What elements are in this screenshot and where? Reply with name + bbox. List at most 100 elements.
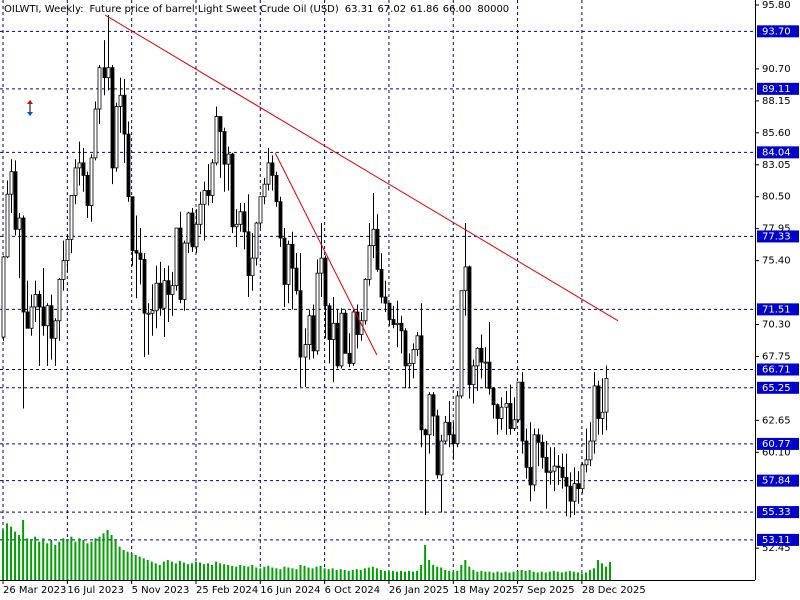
candle-body	[576, 483, 581, 490]
volume-bar	[174, 563, 177, 580]
signal-icons	[27, 100, 33, 116]
level-box	[757, 303, 799, 316]
level-label: 55.33	[762, 507, 791, 518]
volume-bar	[609, 562, 612, 580]
volume-bar	[194, 561, 197, 580]
candle-body	[146, 312, 151, 315]
candle-body	[286, 243, 291, 285]
candle-body	[548, 470, 553, 473]
candle-body	[110, 67, 115, 169]
volume-bar	[444, 570, 447, 580]
candle-body	[339, 312, 344, 367]
volume-bar	[592, 568, 595, 580]
level-box	[757, 437, 799, 450]
volume-bar	[448, 570, 451, 580]
candle-body	[37, 294, 42, 308]
candle-body	[238, 211, 243, 225]
volume-bar	[355, 569, 358, 580]
candle-body	[45, 305, 50, 327]
level-label: 71.51	[762, 304, 791, 315]
candle-body	[190, 212, 195, 248]
volume-bar	[182, 562, 185, 580]
volume-bar	[70, 536, 73, 580]
candle-body	[335, 322, 340, 367]
volume-bar	[219, 563, 222, 580]
y-tick-label: 62.65	[762, 415, 791, 426]
volume-bar	[207, 563, 210, 580]
volume-bar	[50, 540, 53, 580]
volume-layer	[2, 520, 612, 580]
candle-body	[65, 238, 70, 262]
candle-body	[371, 228, 376, 246]
candle-body	[102, 67, 107, 79]
volume-bar	[74, 541, 77, 580]
candle-body	[57, 279, 62, 322]
candle-body	[411, 349, 416, 364]
candle-body	[327, 305, 332, 340]
candle-body	[77, 162, 82, 169]
y-tick-label: 52.45	[762, 543, 791, 554]
volume-bar	[399, 570, 402, 580]
candle-body	[222, 131, 227, 165]
close-value: 66.00	[443, 4, 472, 15]
volume-bar	[110, 535, 113, 580]
volume-bar	[335, 570, 338, 580]
candle-body	[5, 193, 10, 258]
volume-bar	[472, 570, 475, 580]
level-label: 60.77	[762, 439, 791, 450]
candle-body	[580, 464, 585, 490]
volume-bar	[395, 571, 398, 580]
candle-body	[491, 388, 496, 406]
candle-body	[600, 411, 605, 419]
volume-bar	[367, 567, 370, 580]
volume-bar	[287, 567, 290, 580]
volume-bar	[62, 538, 65, 580]
candle-body	[524, 440, 529, 468]
volume-bar	[251, 565, 254, 580]
candle-body	[266, 162, 271, 185]
volume-bar	[78, 538, 81, 580]
candle-body	[93, 108, 98, 159]
volume-bar	[484, 571, 487, 580]
volume-bar	[424, 545, 427, 580]
volume-bar	[26, 538, 29, 580]
candle-body	[294, 267, 299, 292]
candle-body	[568, 485, 573, 502]
candle-body	[415, 335, 420, 350]
volume-bar	[6, 523, 9, 580]
volume-bar	[387, 571, 390, 580]
candle-layer	[1, 15, 609, 518]
volume-bar	[38, 541, 41, 580]
candle-body	[471, 365, 476, 386]
volume-bar	[299, 565, 302, 580]
candle-body	[367, 245, 372, 280]
volume-bar	[508, 572, 511, 580]
volume-bar	[227, 565, 230, 580]
volume-bar	[379, 570, 382, 580]
candle-body	[194, 223, 199, 248]
grid-layer	[0, 0, 755, 580]
candle-body	[270, 162, 275, 176]
candle-body	[282, 237, 287, 285]
candle-body	[315, 272, 320, 352]
volume-bar	[315, 566, 318, 580]
volume-bar	[42, 538, 45, 580]
volume-bar	[18, 535, 21, 580]
level-label: 66.71	[762, 365, 791, 376]
candle-body	[202, 190, 207, 205]
candle-body	[520, 381, 525, 442]
volume-bar	[428, 560, 431, 580]
volume-bar	[223, 564, 226, 580]
volume-bar	[235, 566, 238, 580]
candle-body	[106, 67, 111, 79]
candle-body	[375, 228, 380, 270]
candle-body	[246, 231, 251, 277]
volume-bar	[576, 572, 579, 580]
volume-bar	[359, 570, 362, 580]
candle-body	[588, 440, 593, 461]
candle-body	[210, 162, 215, 196]
volume-bar	[532, 571, 535, 580]
volume-bar	[271, 567, 274, 580]
y-tick-label: 95.80	[762, 0, 791, 11]
volume-bar	[215, 561, 218, 580]
